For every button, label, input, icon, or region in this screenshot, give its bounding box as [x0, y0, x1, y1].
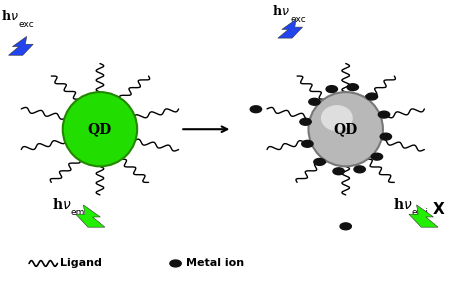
Circle shape: [347, 84, 358, 91]
Circle shape: [250, 106, 262, 113]
Circle shape: [333, 168, 344, 175]
Text: h$\nu$: h$\nu$: [393, 197, 412, 212]
Text: QD: QD: [334, 122, 358, 136]
Circle shape: [354, 166, 365, 173]
Polygon shape: [278, 19, 302, 38]
Circle shape: [380, 133, 392, 140]
Text: exc: exc: [291, 15, 306, 24]
Polygon shape: [76, 205, 105, 227]
Circle shape: [340, 223, 351, 230]
Circle shape: [314, 158, 325, 165]
Text: emi: emi: [71, 208, 88, 217]
Text: exc: exc: [18, 20, 35, 30]
Text: X: X: [433, 202, 445, 217]
Text: Ligand: Ligand: [60, 259, 101, 268]
Circle shape: [309, 98, 320, 105]
Polygon shape: [409, 205, 438, 227]
Ellipse shape: [321, 105, 353, 131]
Text: h$\nu$: h$\nu$: [273, 4, 290, 18]
Circle shape: [170, 260, 181, 267]
Text: QD: QD: [88, 122, 112, 136]
Circle shape: [371, 153, 383, 160]
Ellipse shape: [63, 92, 137, 166]
Circle shape: [378, 111, 390, 118]
Circle shape: [302, 140, 313, 147]
Text: emi: emi: [412, 208, 429, 217]
Text: h$\nu$: h$\nu$: [52, 197, 71, 212]
Text: h$\nu$: h$\nu$: [0, 9, 18, 24]
Ellipse shape: [309, 92, 383, 166]
Polygon shape: [9, 36, 33, 55]
Circle shape: [366, 93, 378, 100]
Circle shape: [326, 86, 337, 92]
Text: Metal ion: Metal ion: [186, 259, 244, 268]
Circle shape: [300, 118, 311, 125]
